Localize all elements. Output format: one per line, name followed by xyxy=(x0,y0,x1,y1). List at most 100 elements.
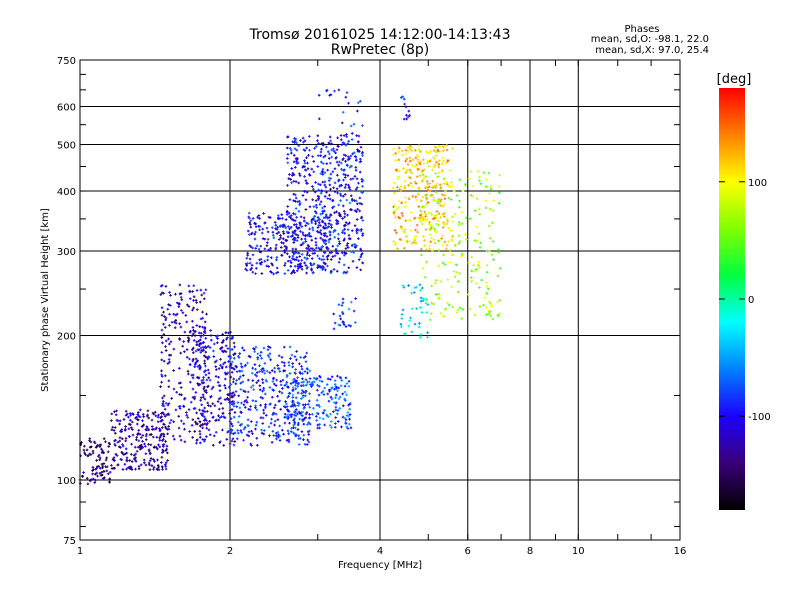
data-point xyxy=(321,389,325,393)
data-point xyxy=(433,214,437,218)
data-point xyxy=(268,346,272,349)
data-point xyxy=(260,428,263,432)
data-point xyxy=(304,355,307,358)
data-point xyxy=(283,369,287,372)
data-point xyxy=(126,412,129,416)
data-point xyxy=(355,229,358,233)
data-point xyxy=(352,309,356,313)
data-point xyxy=(285,415,289,418)
data-point xyxy=(318,423,321,426)
data-point xyxy=(254,222,257,226)
data-point xyxy=(304,234,307,237)
data-point xyxy=(439,216,442,219)
data-point xyxy=(307,245,311,248)
data-point xyxy=(161,396,164,400)
data-point xyxy=(477,264,480,267)
data-point xyxy=(191,436,194,439)
data-point xyxy=(209,395,212,399)
data-point xyxy=(448,261,451,264)
data-point xyxy=(98,466,102,470)
data-point xyxy=(445,148,449,152)
data-point xyxy=(196,382,200,385)
data-point xyxy=(400,201,403,205)
data-point xyxy=(307,399,311,403)
data-point xyxy=(256,443,259,447)
data-point xyxy=(348,166,352,169)
data-point xyxy=(251,432,254,435)
data-point xyxy=(355,158,358,161)
data-point xyxy=(433,241,437,245)
data-point xyxy=(336,191,339,195)
data-point xyxy=(324,185,328,189)
data-point xyxy=(294,180,298,183)
data-point xyxy=(393,241,397,245)
data-point xyxy=(475,197,479,200)
data-point xyxy=(320,160,323,164)
data-point xyxy=(339,384,343,388)
data-point xyxy=(195,308,199,311)
data-point xyxy=(333,254,337,258)
data-point xyxy=(347,384,351,388)
data-point xyxy=(160,455,164,459)
data-point xyxy=(214,430,218,434)
data-point xyxy=(182,422,186,426)
data-point xyxy=(223,361,227,364)
data-point xyxy=(421,205,424,208)
data-point xyxy=(203,410,207,414)
data-point xyxy=(296,428,300,431)
data-point xyxy=(487,171,491,175)
data-point xyxy=(340,251,344,255)
data-point xyxy=(323,262,327,265)
data-point xyxy=(467,177,471,180)
data-point xyxy=(401,214,404,218)
data-point xyxy=(212,443,215,447)
data-point xyxy=(345,393,348,397)
x-tick-label: 16 xyxy=(674,546,687,557)
data-point xyxy=(427,164,431,168)
data-point xyxy=(416,154,420,158)
data-point xyxy=(301,241,305,245)
data-point xyxy=(437,264,440,268)
data-point xyxy=(261,227,265,231)
data-point xyxy=(474,282,478,285)
data-point xyxy=(278,390,281,393)
data-point xyxy=(312,218,316,222)
data-point xyxy=(322,155,325,159)
data-point xyxy=(303,190,306,193)
data-point xyxy=(168,360,171,364)
data-point xyxy=(344,143,348,147)
data-point xyxy=(309,383,312,386)
data-point xyxy=(422,235,425,238)
data-point xyxy=(224,365,228,369)
data-point xyxy=(161,439,164,442)
data-point xyxy=(342,209,346,213)
data-point xyxy=(253,232,257,236)
data-point xyxy=(302,148,306,152)
data-point xyxy=(433,145,436,149)
data-point xyxy=(161,411,165,414)
data-point xyxy=(327,399,331,403)
data-point xyxy=(314,243,318,247)
data-point xyxy=(239,362,243,366)
data-point xyxy=(229,348,232,351)
y-tick-label: 300 xyxy=(57,247,76,258)
data-point xyxy=(296,236,300,239)
data-point xyxy=(199,338,202,342)
data-point xyxy=(88,445,92,449)
data-point xyxy=(263,371,267,375)
data-point xyxy=(343,193,347,196)
data-point xyxy=(282,241,285,245)
data-point xyxy=(295,141,298,145)
data-point xyxy=(320,258,324,262)
data-point xyxy=(354,168,358,172)
data-point xyxy=(283,264,286,267)
data-point xyxy=(205,426,209,430)
data-point xyxy=(253,373,257,377)
data-point xyxy=(405,170,409,173)
data-point xyxy=(148,459,152,462)
data-point xyxy=(329,139,332,143)
data-point xyxy=(168,342,171,346)
data-point xyxy=(306,371,309,375)
data-point xyxy=(296,161,300,165)
